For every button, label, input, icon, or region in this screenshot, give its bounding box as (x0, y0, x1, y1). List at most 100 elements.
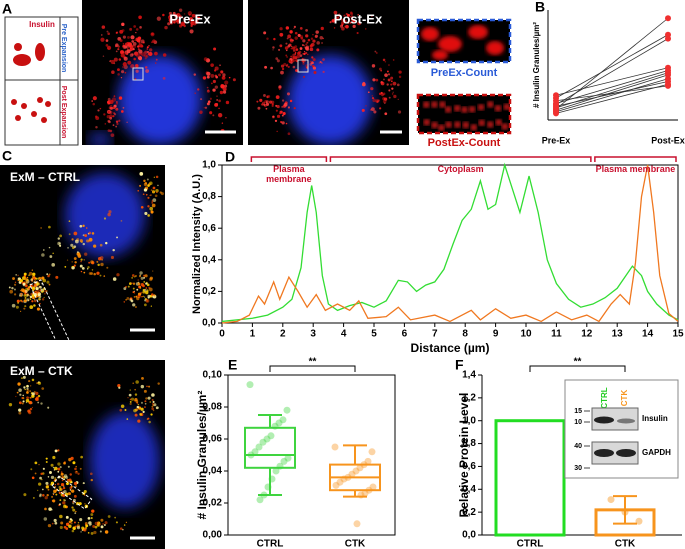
granule (329, 21, 332, 24)
granule (139, 275, 141, 278)
granule (113, 112, 116, 115)
y-tick-label: 0,02 (203, 498, 223, 509)
granule (274, 119, 278, 123)
granule (103, 275, 106, 277)
granule (148, 51, 153, 57)
granule (219, 90, 224, 95)
granule (34, 299, 37, 303)
granule (91, 269, 94, 271)
granule (140, 407, 144, 411)
granule (107, 97, 111, 101)
granule (31, 300, 34, 303)
granule (99, 530, 102, 533)
granule (133, 45, 137, 48)
granule (71, 238, 74, 241)
granule (141, 45, 144, 48)
granule (90, 517, 93, 519)
granule (216, 99, 219, 101)
granule (292, 53, 296, 57)
granule (67, 247, 69, 249)
granule (225, 100, 230, 105)
significance-bracket (529, 365, 626, 372)
granule (271, 104, 274, 108)
granule (50, 475, 55, 480)
granule (162, 76, 166, 80)
significance-bracket (269, 365, 356, 372)
nucleus (288, 55, 372, 145)
granule (294, 36, 298, 40)
granule (265, 107, 268, 110)
granule (293, 25, 296, 29)
granule (92, 102, 95, 106)
granule (54, 521, 58, 525)
granule (150, 293, 154, 296)
granule (173, 21, 176, 24)
point (272, 467, 280, 475)
granule (128, 282, 132, 285)
granule (352, 24, 356, 29)
granule (289, 99, 293, 103)
granule (92, 524, 96, 528)
granule (83, 271, 86, 274)
granule (138, 49, 143, 54)
granule (79, 224, 83, 228)
granule (61, 488, 64, 491)
granule (115, 43, 119, 47)
granule (71, 506, 74, 509)
y-tick-label: 0,08 (203, 402, 223, 413)
granule (69, 473, 72, 476)
granule (295, 51, 297, 54)
granule (65, 522, 70, 526)
y-tick-label: 0,0 (462, 530, 476, 541)
roi-box (51, 475, 93, 510)
granule (126, 47, 129, 50)
granule (22, 394, 24, 397)
granule (210, 73, 215, 78)
granule (139, 26, 142, 29)
granule (55, 275, 59, 279)
granule (116, 236, 118, 239)
granule (178, 8, 183, 12)
plot-frame (221, 164, 679, 324)
granule (299, 26, 303, 30)
granule (13, 293, 17, 296)
granule (44, 507, 47, 511)
granule (305, 29, 308, 32)
granule (129, 400, 132, 403)
granule (285, 122, 288, 125)
granule (8, 286, 11, 289)
lane-label: CTRL (600, 387, 609, 408)
granule (135, 28, 139, 31)
granule (26, 389, 29, 392)
granule (96, 271, 100, 275)
granule (124, 44, 128, 47)
granule (112, 124, 115, 127)
granule (147, 396, 151, 400)
granule (32, 295, 35, 298)
granule (97, 109, 100, 112)
granule-blob (438, 36, 462, 52)
granule (423, 119, 430, 126)
granule (143, 406, 146, 409)
point (635, 517, 643, 525)
granule (23, 294, 27, 297)
band (617, 418, 635, 424)
granule (48, 225, 51, 229)
granule (125, 298, 127, 301)
granule (69, 489, 72, 491)
granule (189, 29, 194, 34)
granule (35, 286, 40, 291)
granule (104, 123, 107, 125)
granule (29, 305, 34, 310)
granule (174, 13, 179, 19)
granule (58, 503, 61, 506)
granule (224, 80, 229, 85)
granule (105, 241, 108, 245)
granule (29, 298, 32, 300)
panel-label: E (228, 357, 237, 373)
annotation-bracket (594, 156, 677, 162)
granule (291, 46, 293, 48)
granule (57, 462, 61, 466)
granule (32, 272, 36, 276)
granule (57, 237, 61, 240)
